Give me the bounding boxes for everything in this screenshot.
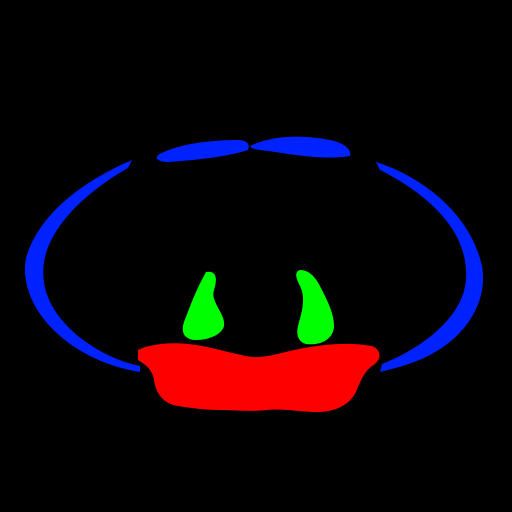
left-boundary-arc [24, 160, 140, 372]
red-structure-region [138, 343, 380, 412]
outer-boundary-region [24, 136, 484, 372]
left-green-structure [182, 271, 225, 340]
top-right-boundary [250, 136, 351, 158]
right-green-structure [296, 270, 334, 345]
top-left-boundary [156, 140, 249, 162]
red-structure [138, 343, 380, 412]
right-boundary-arc [376, 162, 484, 372]
green-structure-region [182, 270, 334, 345]
